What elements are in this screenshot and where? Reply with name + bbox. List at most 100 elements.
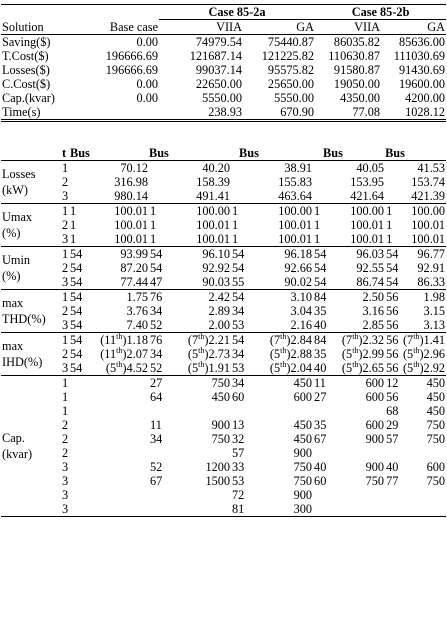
metric-value: (7th)2.32 — [329, 331, 385, 348]
metric-value — [83, 418, 149, 432]
metric-value: 100.01 — [278, 217, 313, 232]
ihd-value: 1.41 — [423, 332, 446, 347]
harmonic-number: 5 — [109, 360, 117, 375]
metric-value: 92.91 — [417, 260, 446, 275]
bus-value — [69, 404, 83, 418]
case-a-ga-value: 670.90 — [243, 105, 316, 122]
metric-value: 750 — [426, 417, 446, 432]
bus-value: 1 — [149, 232, 166, 247]
case-a-header: Case 85-2a — [159, 4, 316, 20]
bus-value — [69, 502, 83, 517]
metric-value — [83, 432, 149, 446]
harmonic-suffix: th — [413, 359, 420, 369]
metric-value: 980.14 — [83, 189, 150, 204]
summary-row: C.Cost($) 0.00 22650.00 25650.00 19050.00 196… — [1, 77, 446, 91]
harmonic-order: (7th) — [341, 331, 363, 347]
metric-value — [83, 474, 149, 488]
case-a-viia-value: 99037.14 — [195, 62, 243, 77]
metric-value: 316.98 — [114, 174, 149, 189]
bus-value — [385, 175, 401, 189]
bus-value: 54 — [150, 260, 163, 275]
base-case-value: 0.00 — [136, 76, 159, 91]
case-a-ga-value: 5550.00 — [274, 90, 315, 105]
metric-value: 2.50 — [362, 289, 385, 304]
metric-value: 38.91 — [284, 160, 313, 175]
metric-value: 100.00 — [278, 203, 313, 218]
harmonic-suffix: th — [352, 359, 359, 369]
metric-value: 100.01 — [165, 232, 232, 247]
metric-value — [165, 488, 231, 502]
bus-value: 68 — [386, 403, 399, 418]
bus-value: 1 — [70, 217, 77, 232]
metric-value: 100.01 — [196, 217, 231, 232]
harmonic-order: (5th) — [402, 359, 424, 375]
bus-value: 12 — [386, 375, 399, 390]
metric-value — [165, 404, 231, 418]
metric-value — [401, 488, 446, 502]
harmonic-suffix: th — [116, 359, 123, 369]
bus-value: 32 — [232, 431, 245, 446]
bus-value: 52 — [150, 459, 163, 474]
metric-value: 158.39 — [196, 174, 231, 189]
harmonic-order: (5th) — [105, 359, 127, 375]
bus-value — [385, 189, 402, 204]
t-value: 1 — [62, 289, 69, 304]
case-b-ga-value: 1028.12 — [381, 105, 447, 122]
bus-value: 52 — [149, 318, 166, 333]
metric-value — [83, 446, 149, 460]
bus-value: 34 — [232, 303, 245, 318]
bus-value — [149, 488, 165, 502]
solution-header: Solution — [1, 19, 64, 35]
bus-value: 34 — [232, 346, 245, 361]
metric-value: 96.77 — [417, 246, 446, 261]
metric-value: 100.01 — [350, 217, 385, 232]
bus-value: 54 — [150, 246, 163, 261]
bus-value: 54 — [69, 274, 83, 290]
metric-value: 1200 — [205, 459, 231, 474]
metric-value: 2.85 — [329, 318, 386, 333]
umax-row: Umax (%) 1 1 100.01 1 100.00 1 100.00 1 100.00 1 100… — [1, 203, 446, 247]
bus-value: 54 — [70, 346, 83, 361]
cap-label-line2: (kvar) — [2, 446, 33, 461]
case-b-ga-value: 4200.00 — [405, 90, 446, 105]
metric-value: 3.15 — [423, 303, 446, 318]
umin-row: Umin (%) 1 54 93.99 54 96.10 54 96.18 54 96.03 54 96… — [1, 246, 446, 290]
harmonic-number: 7 — [274, 332, 281, 347]
metric-value — [165, 446, 231, 460]
metric-value: 900 — [293, 487, 313, 502]
umin-label-line2: (%) — [2, 268, 21, 283]
harmonic-order: (5th) — [402, 345, 424, 361]
summary-label: Losses($) — [2, 62, 50, 77]
t-value: 1 — [62, 375, 69, 390]
case-a-viia-value: 74979.54 — [195, 34, 243, 49]
metric-value: 92.55 — [356, 260, 385, 275]
harmonic-number: 11 — [104, 346, 117, 361]
metric-value: 450 — [426, 389, 446, 404]
metric-value: 450 — [426, 375, 446, 390]
bus-value: 11 — [314, 375, 326, 390]
bus-value: 1 — [386, 217, 393, 232]
cap-row: Cap. (kvar) 1 27 750 34 450 11 600 12 450 — [1, 375, 446, 517]
case-a-viia-value: 22650.00 — [195, 76, 243, 91]
case-a-ga-value: 95575.82 — [267, 62, 315, 77]
bus-value: 55 — [231, 275, 248, 290]
base-case-header: Base case — [64, 19, 160, 35]
harmonic-number: 5 — [346, 346, 353, 361]
metric-value: 100.00 — [411, 203, 446, 218]
metric-value: 300 — [247, 502, 314, 517]
bus-value — [385, 502, 402, 517]
metric-value: 1.98 — [423, 289, 446, 304]
t-value: 3 — [61, 317, 69, 333]
harmonic-order: (11th) — [100, 331, 127, 347]
bus-header-1: Bus — [69, 146, 150, 161]
bus-value: 1 — [70, 203, 77, 218]
bus-value — [149, 175, 165, 189]
bus-value — [149, 502, 166, 517]
metric-value: 3.76 — [126, 303, 149, 318]
bus-header-2: Bus — [149, 146, 232, 161]
cap-row: 3 52 1200 33 750 40 900 40 600 — [1, 460, 446, 474]
bus-value: 40 — [313, 318, 330, 333]
cap-label: Cap. (kvar) — [1, 375, 61, 517]
metric-value: 450 — [293, 431, 313, 446]
